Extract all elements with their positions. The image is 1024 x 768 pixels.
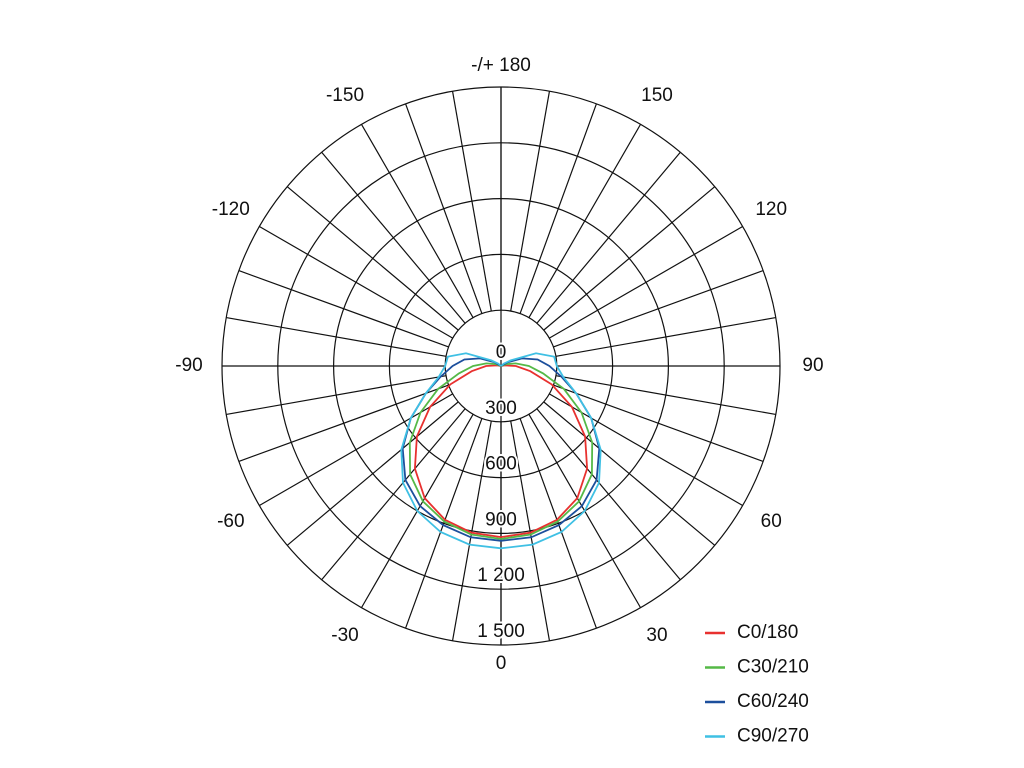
angle-tick-label: 150 — [641, 85, 673, 106]
radial-tick-label: 0 — [496, 342, 507, 363]
intensity-curve — [413, 364, 589, 539]
legend-label: C60/240 — [737, 691, 809, 712]
intensity-curve — [408, 362, 594, 540]
spoke — [238, 384, 449, 462]
spoke — [510, 91, 551, 312]
radial-tick-label: 900 — [485, 509, 517, 530]
spoke — [451, 91, 492, 312]
spoke — [555, 375, 776, 416]
spoke — [519, 418, 597, 629]
angle-grid-line — [360, 124, 474, 318]
spoke — [543, 186, 716, 331]
angle-tick-label: 0 — [496, 653, 507, 674]
angle-tick-label: 60 — [761, 511, 782, 532]
spoke — [519, 103, 597, 314]
spoke — [543, 401, 716, 546]
angle-grid-line — [528, 124, 642, 318]
legend-label: C30/210 — [737, 657, 809, 678]
spoke — [555, 316, 776, 357]
spoke — [553, 270, 764, 348]
spoke — [536, 408, 681, 581]
angle-tick-label: -60 — [217, 511, 244, 532]
radial-tick-label: 1 200 — [477, 565, 525, 586]
angle-tick-label: -30 — [331, 625, 358, 646]
spoke — [405, 418, 483, 629]
angle-grid-line — [549, 393, 743, 507]
spoke — [226, 316, 447, 357]
spoke — [321, 408, 466, 581]
angle-tick-label: 120 — [755, 199, 787, 220]
spoke — [238, 270, 449, 348]
angle-tick-label: 30 — [646, 625, 667, 646]
angle-grid-line — [259, 393, 453, 507]
legend-label: C0/180 — [737, 622, 798, 643]
legend-label: C90/270 — [737, 726, 809, 747]
spoke — [286, 186, 459, 331]
spoke — [510, 420, 551, 641]
angle-tick-label: -150 — [326, 85, 364, 106]
spoke — [405, 103, 483, 314]
spoke — [286, 401, 459, 546]
intensity-curve — [401, 357, 601, 542]
radial-tick-label: 1 500 — [477, 621, 525, 642]
spoke — [536, 151, 681, 324]
angle-tick-label: 90 — [802, 355, 823, 376]
angle-grid-line — [549, 225, 743, 339]
spoke — [321, 151, 466, 324]
spoke — [226, 375, 447, 416]
spoke — [553, 384, 764, 462]
radial-tick-label: 300 — [485, 398, 517, 419]
spoke — [451, 420, 492, 641]
angle-tick-label: -120 — [212, 199, 250, 220]
angle-grid-line — [259, 225, 453, 339]
intensity-curve — [400, 352, 602, 550]
angle-tick-label: -90 — [175, 355, 202, 376]
radial-tick-label: 600 — [485, 454, 517, 475]
angle-tick-label: -/+ 180 — [471, 55, 531, 76]
